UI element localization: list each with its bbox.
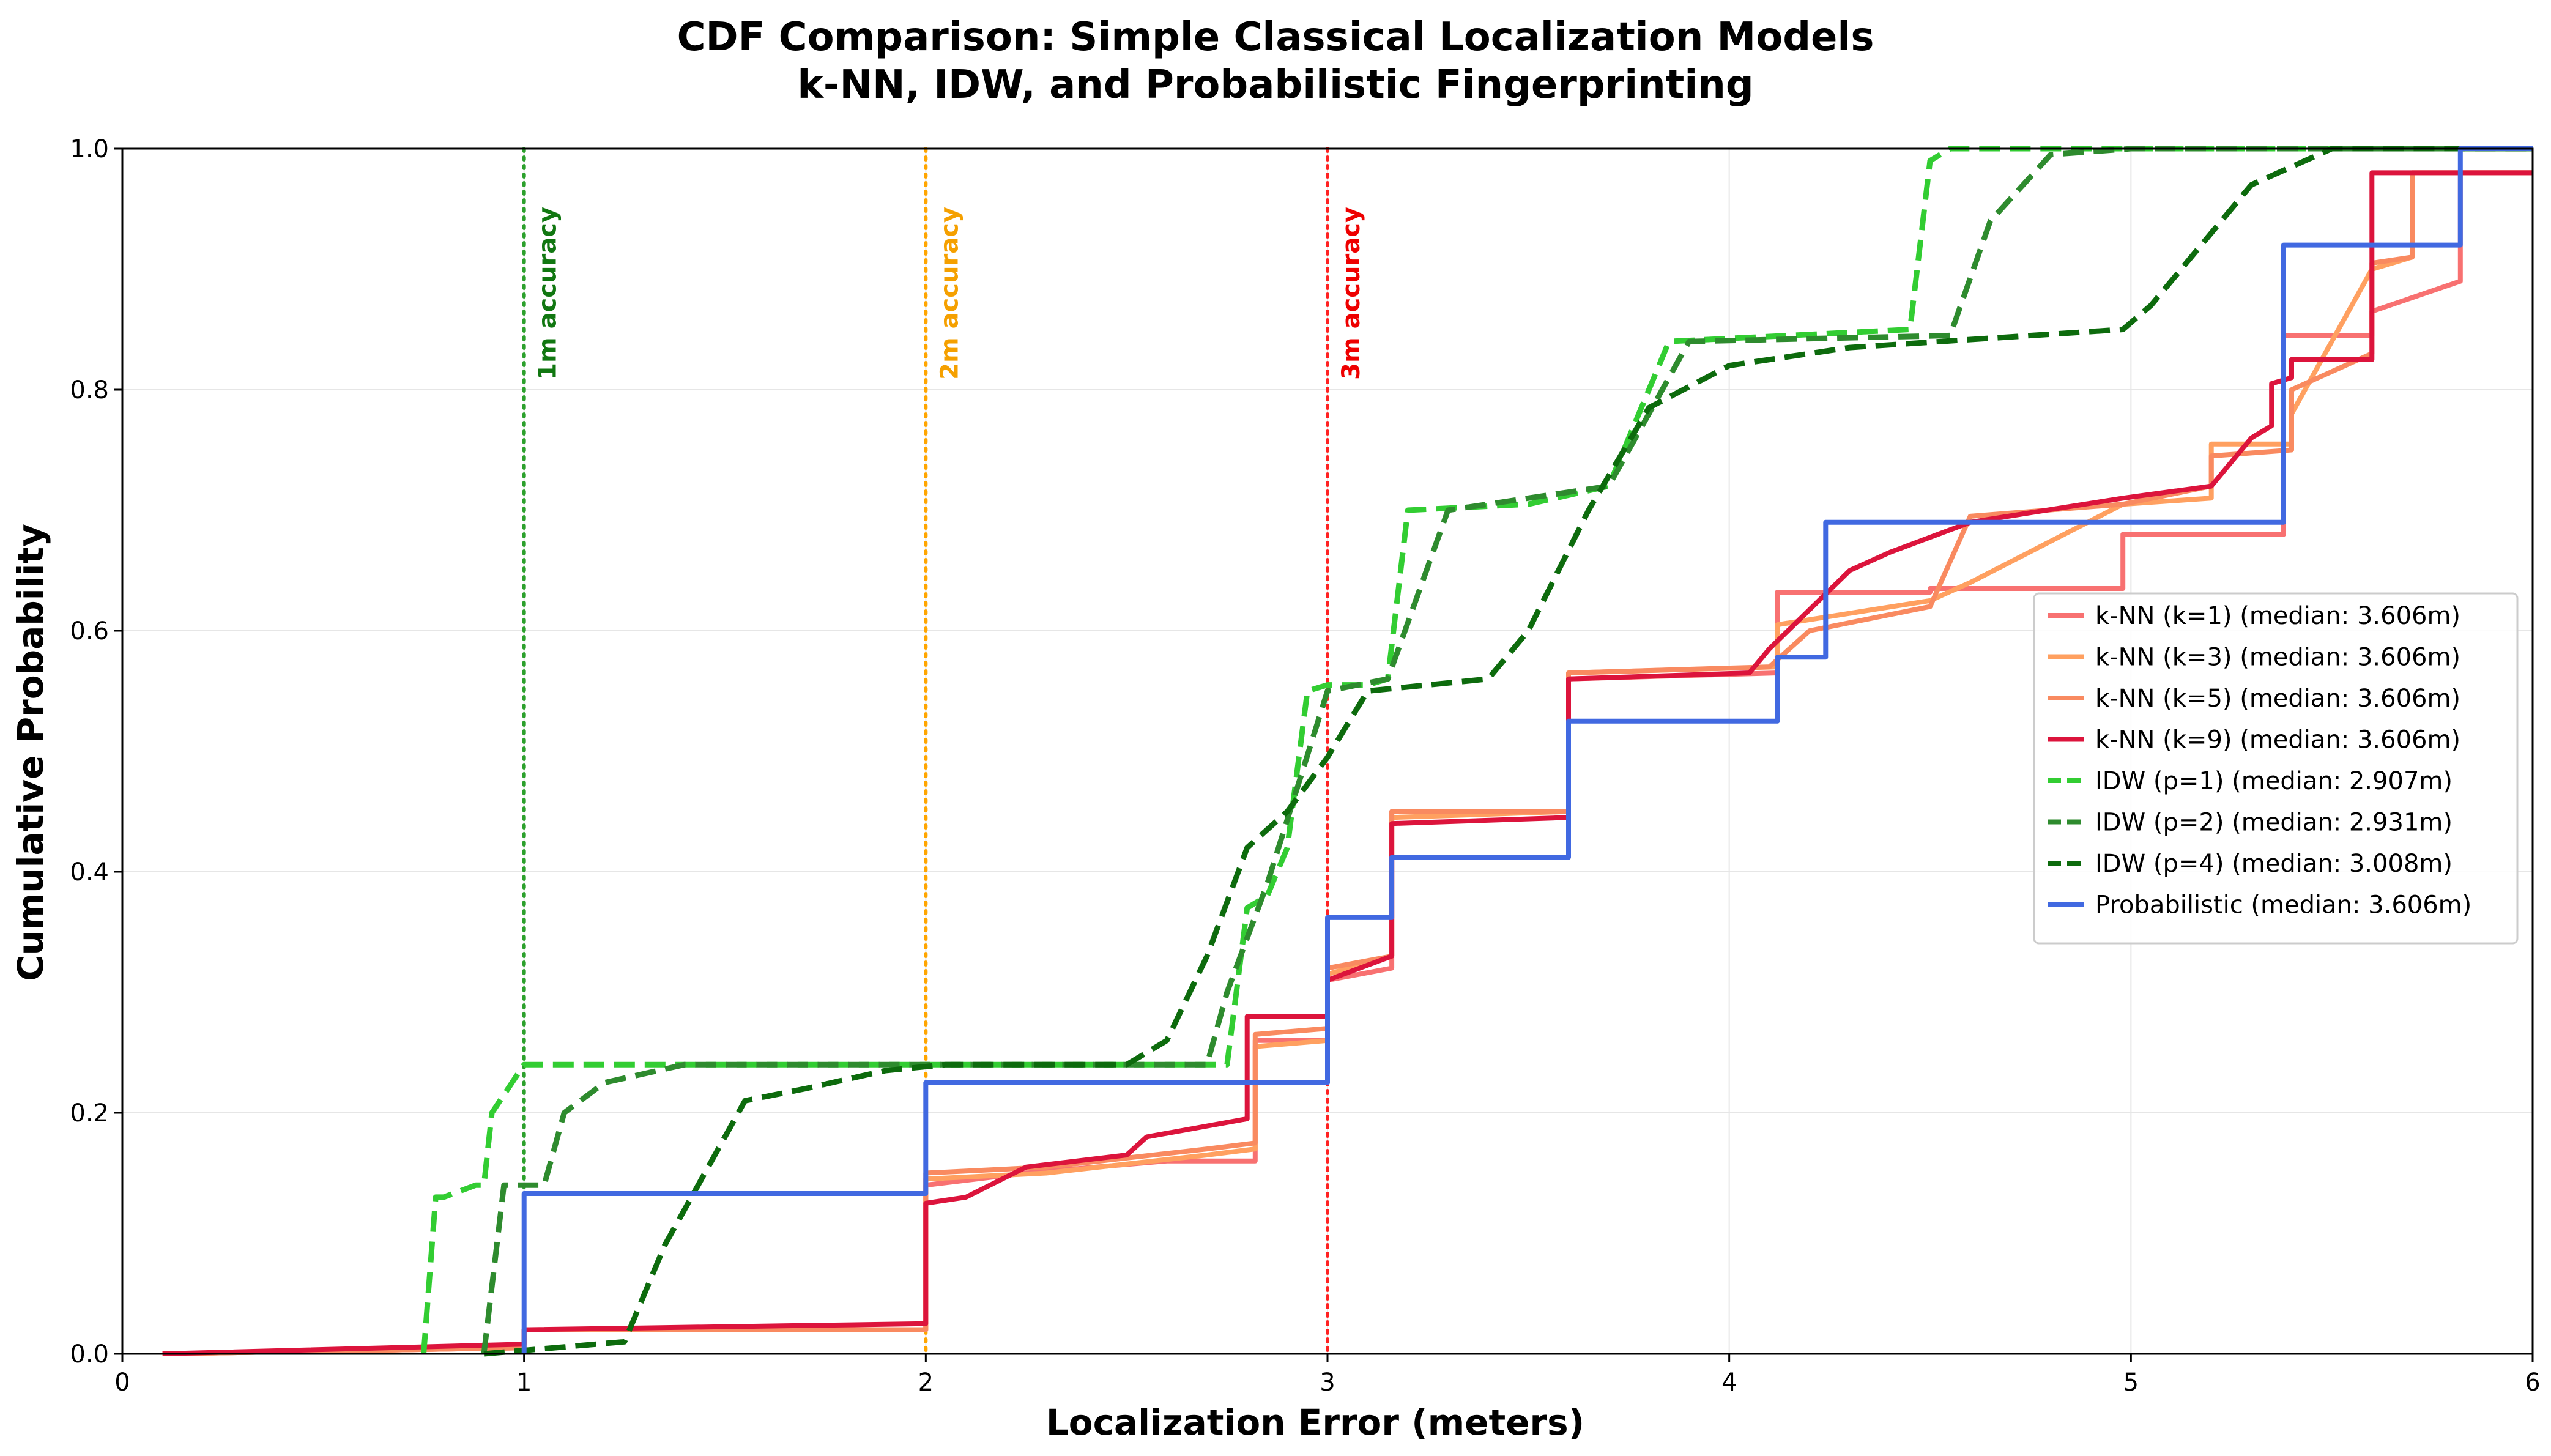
x-tick-label: 2 [918, 1369, 934, 1397]
legend: k-NN (k=1) (median: 3.606m) k-NN (k=3) (m… [2033, 592, 2519, 945]
ref-label-3m: 3m accuracy [1337, 207, 1365, 380]
chart-subtitle: k-NN, IDW, and Probabilistic Fingerprint… [797, 62, 1753, 108]
legend-entry: k-NN (k=1) (median: 3.606m) [2095, 602, 2460, 630]
x-tick-label: 6 [2525, 1369, 2540, 1397]
ref-label-1m: 1m accuracy [534, 207, 562, 380]
ref-label-2m: 2m accuracy [935, 207, 964, 380]
axis-ticks: 0 1 2 3 4 5 6 0.0 0.2 0.4 0.6 0.8 1.0 [70, 135, 2540, 1397]
reference-lines: 1m accuracy 2m accuracy 3m accuracy [522, 147, 1365, 1356]
series-line-4 [421, 146, 2533, 1354]
y-tick-label: 1.0 [70, 135, 109, 163]
series-lines [162, 146, 2533, 1357]
legend-entry: IDW (p=1) (median: 2.907m) [2095, 767, 2453, 795]
legend-entry: IDW (p=2) (median: 2.931m) [2095, 809, 2453, 837]
x-tick-label: 5 [2123, 1369, 2139, 1397]
x-axis-label: Localization Error (meters) [1046, 1402, 1584, 1443]
chart-title: CDF Comparison: Simple Classical Localiz… [677, 15, 1874, 60]
y-tick-label: 0.0 [70, 1340, 109, 1369]
legend-entry: k-NN (k=5) (median: 3.606m) [2095, 685, 2460, 713]
legend-entry: k-NN (k=9) (median: 3.606m) [2095, 726, 2460, 754]
y-tick-label: 0.6 [70, 617, 109, 645]
legend-entry: Probabilistic (median: 3.606m) [2095, 891, 2471, 919]
y-tick-label: 0.4 [70, 858, 109, 886]
legend-box [2033, 592, 2519, 945]
x-tick-label: 0 [114, 1369, 130, 1397]
y-tick-label: 0.8 [70, 376, 109, 404]
legend-entry: k-NN (k=3) (median: 3.606m) [2095, 644, 2460, 672]
series-line-7 [521, 146, 2533, 1354]
series-line-6 [483, 146, 2533, 1357]
x-tick-label: 3 [1320, 1369, 1335, 1397]
x-tick-label: 4 [1721, 1369, 1737, 1397]
x-tick-label: 1 [516, 1369, 532, 1397]
y-tick-label: 0.2 [70, 1099, 109, 1127]
legend-entry: IDW (p=4) (median: 3.008m) [2095, 850, 2453, 878]
y-axis-label: Cumulative Probability [10, 524, 51, 981]
series-line-5 [481, 146, 2533, 1354]
series-line-2 [162, 170, 2533, 1356]
